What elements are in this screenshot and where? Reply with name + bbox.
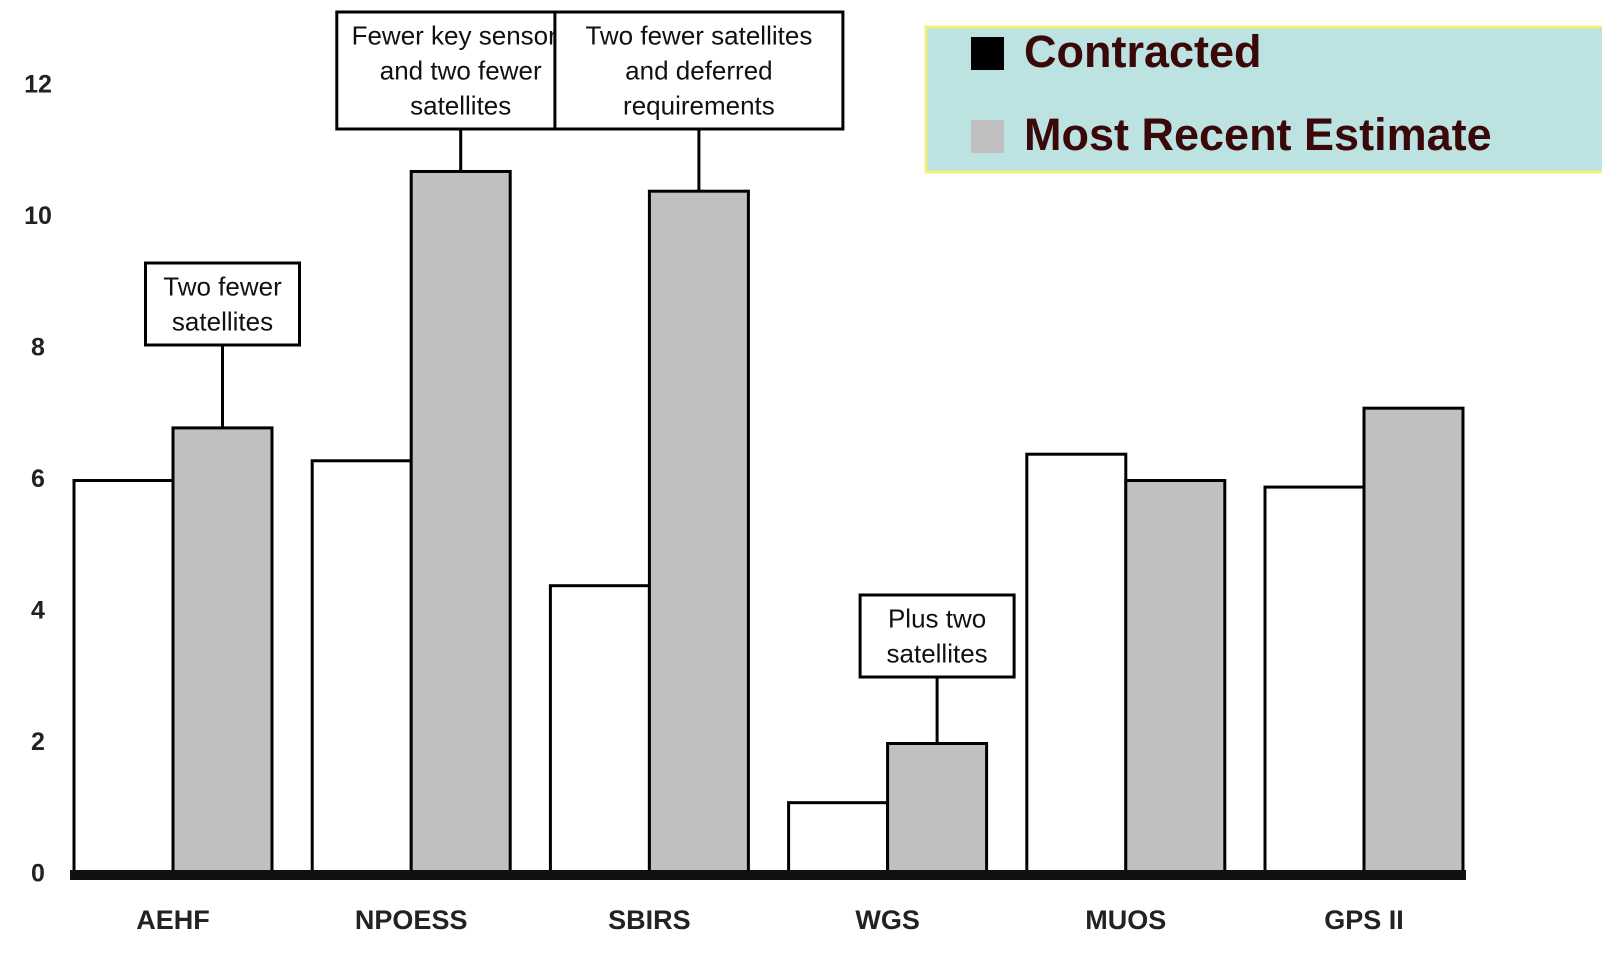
bar — [886, 742, 989, 877]
bar — [1025, 452, 1128, 877]
x-tick-label: GPS II — [1324, 905, 1404, 935]
annotation-box — [335, 10, 587, 131]
y-tick-label: 4 — [31, 597, 45, 625]
bar — [548, 584, 651, 877]
y-tick-label: 12 — [24, 71, 52, 99]
annotation-text: Fewer key sensors — [352, 20, 570, 50]
bar — [1263, 485, 1366, 877]
legend-box — [924, 25, 1602, 174]
annotation-text: satellites — [887, 638, 988, 668]
y-tick-label: 6 — [31, 465, 45, 493]
bar — [409, 169, 512, 877]
legend-label: Contracted — [1024, 26, 1262, 77]
annotation-box — [858, 593, 1016, 679]
annotation-text: satellites — [172, 306, 273, 336]
bar — [72, 479, 175, 877]
annotation-text: requirements — [623, 90, 775, 120]
annotation-box — [144, 261, 301, 347]
legend-swatch — [971, 37, 1004, 70]
y-tick-label: 0 — [31, 860, 45, 888]
annotation-text: Two fewer satellites — [585, 20, 812, 50]
y-tick-label: 8 — [31, 334, 45, 362]
annotation-text: and two fewer — [380, 55, 542, 85]
bar — [310, 459, 413, 877]
annotation-box — [553, 10, 845, 131]
annotation-text: satellites — [410, 90, 511, 120]
legend-swatch — [971, 120, 1004, 153]
x-tick-label: SBIRS — [608, 905, 691, 935]
bar — [171, 426, 274, 877]
bar — [647, 189, 750, 877]
x-tick-label: MUOS — [1085, 905, 1166, 935]
annotation-text: Two fewer — [163, 271, 282, 301]
y-tick-label: 10 — [24, 202, 52, 230]
legend-label: Most Recent Estimate — [1024, 109, 1492, 160]
bar — [1362, 406, 1465, 877]
annotation-text: Plus two — [888, 603, 986, 633]
y-tick-label: 2 — [31, 728, 45, 756]
annotation-text: and deferred — [625, 55, 772, 85]
bar — [787, 801, 890, 877]
x-tick-label: NPOESS — [355, 905, 468, 935]
x-tick-label: AEHF — [136, 905, 210, 935]
bar — [1124, 479, 1227, 877]
x-tick-label: WGS — [855, 905, 920, 935]
